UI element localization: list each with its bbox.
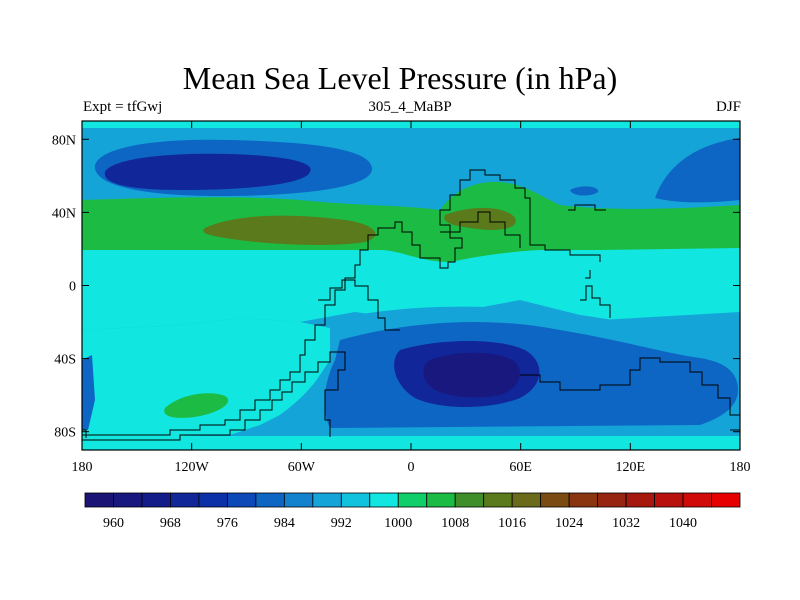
colorbar-swatch xyxy=(511,492,542,508)
colorbar-swatch xyxy=(483,492,513,508)
region-south-968 xyxy=(423,352,520,398)
colorbar-label: 1040 xyxy=(669,516,697,531)
coastlines xyxy=(82,169,740,441)
colorbar-swatch xyxy=(255,492,285,508)
colorbar-swatch xyxy=(682,492,712,508)
colorbar-label: 992 xyxy=(331,516,352,531)
colorbar-swatch xyxy=(625,492,655,508)
colorbar-swatch xyxy=(170,492,200,508)
colorbar-swatch xyxy=(397,492,428,508)
colorbar-label: 1032 xyxy=(612,516,640,531)
region-small-low xyxy=(570,186,599,196)
colorbar-label: 968 xyxy=(160,516,181,531)
x-tick-label: 60W xyxy=(288,460,316,475)
coastline-asia xyxy=(440,211,521,248)
colorbar-swatch xyxy=(540,492,570,508)
colorbar-swatch xyxy=(597,492,627,508)
y-tick-label: 40N xyxy=(52,206,76,221)
colorbar-label: 1016 xyxy=(498,516,526,531)
x-tick-label: 60E xyxy=(509,460,532,475)
coastline-continent xyxy=(82,169,601,436)
colorbar-swatch xyxy=(312,492,342,508)
experiment-label: Expt = tfGwj xyxy=(83,99,163,115)
season-label: DJF xyxy=(715,99,741,115)
colorbar-swatch xyxy=(141,492,171,508)
x-tick-label: 0 xyxy=(408,460,415,475)
colorbar-swatch xyxy=(340,492,371,508)
colorbar-swatch xyxy=(283,492,314,508)
colorbar-swatch xyxy=(84,492,114,508)
colorbar-label: 1000 xyxy=(384,516,412,531)
colorbar-swatch xyxy=(568,492,599,508)
plot-title: Mean Sea Level Pressure (in hPa) xyxy=(182,60,618,96)
colorbar-swatch xyxy=(454,492,485,508)
colorbar-swatch xyxy=(369,492,399,508)
x-tick-label: 180 xyxy=(730,460,751,475)
region-1008-south xyxy=(164,393,229,418)
period-label: 305_4_MaBP xyxy=(368,99,452,115)
colorbar-label: 984 xyxy=(274,516,295,531)
region-north-low-inner xyxy=(104,153,311,190)
coastline-antarctic xyxy=(82,429,740,438)
colorbar-swatch xyxy=(198,492,228,508)
colorbar-swatch xyxy=(654,492,684,508)
region-north-1008-band xyxy=(82,181,740,262)
y-tick-label: 40S xyxy=(54,353,76,368)
region-tropical-band xyxy=(82,244,740,330)
region-1016-west xyxy=(203,215,376,245)
coastline-africa xyxy=(318,279,400,331)
colorbar-swatch xyxy=(711,492,741,508)
y-tick-label: 80S xyxy=(54,426,76,441)
colorbar-label: 1024 xyxy=(555,516,583,531)
colorbar-label: 1008 xyxy=(441,516,469,531)
y-tick-label: 80N xyxy=(52,133,76,148)
coastline-islands xyxy=(568,204,611,318)
colorbar-swatch xyxy=(113,492,143,508)
x-tick-label: 120W xyxy=(175,460,210,475)
colorbar-swatch xyxy=(426,492,456,508)
colorbar-swatch xyxy=(226,492,257,508)
region-1016-asia xyxy=(444,207,516,230)
axis-ticks: 80N 40N 0 40S 80S 180 120W 60W 0 60E 120E 180 xyxy=(52,121,751,475)
coastline-australia xyxy=(520,357,740,416)
x-tick-label: 120E xyxy=(616,460,646,475)
y-tick-label: 0 xyxy=(69,280,76,295)
colorbar-label: 960 xyxy=(103,516,124,531)
pressure-field xyxy=(82,121,740,450)
colorbar-label: 976 xyxy=(217,516,238,531)
x-tick-label: 180 xyxy=(72,460,93,475)
coastline-south-continent xyxy=(82,351,346,441)
region-sw-low xyxy=(82,355,95,430)
colorbar: 960 968 976 984 992 1000 1008 1016 1024 1032 1040 xyxy=(84,492,741,531)
region-southern-band xyxy=(82,318,340,438)
region-north-east-low xyxy=(655,138,740,203)
